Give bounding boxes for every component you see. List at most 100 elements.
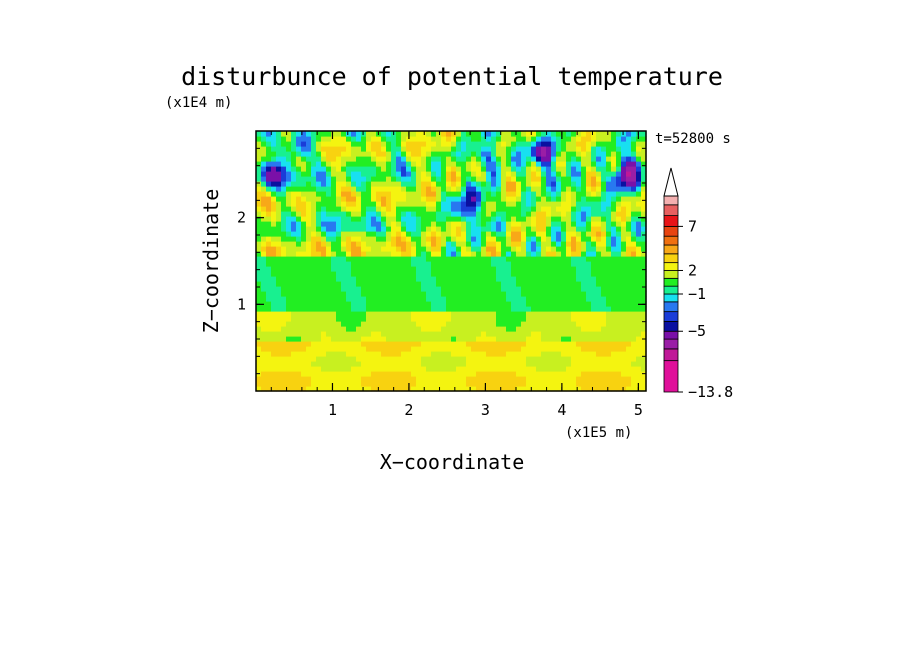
field-cell — [386, 256, 392, 262]
field-cell — [431, 256, 437, 262]
field-cell — [596, 251, 602, 257]
field-cell — [421, 241, 427, 247]
field-cell — [446, 336, 452, 342]
field-cell — [606, 341, 612, 347]
field-cell — [301, 206, 307, 212]
field-cell — [516, 346, 522, 352]
field-cell — [556, 306, 562, 312]
field-cell — [376, 346, 382, 352]
field-cell — [411, 376, 417, 382]
field-cell — [466, 276, 472, 282]
field-cell — [581, 336, 587, 342]
field-cell — [496, 356, 502, 362]
field-cell — [336, 256, 342, 262]
field-cell — [411, 136, 417, 142]
field-cell — [346, 271, 352, 277]
field-cell — [506, 376, 512, 382]
field-cell — [271, 366, 277, 372]
field-cell — [351, 286, 357, 292]
field-cell — [256, 201, 262, 207]
field-cell — [551, 216, 557, 222]
field-cell — [471, 361, 477, 367]
field-cell — [276, 366, 282, 372]
field-cell — [481, 151, 487, 157]
field-cell — [456, 316, 462, 322]
field-cell — [306, 161, 312, 167]
field-cell — [406, 266, 412, 272]
field-cell — [476, 141, 482, 147]
field-cell — [436, 136, 442, 142]
field-cell — [486, 161, 492, 167]
field-cell — [351, 326, 357, 332]
field-cell — [441, 256, 447, 262]
field-cell — [356, 131, 362, 137]
field-cell — [321, 356, 327, 362]
field-cell — [406, 296, 412, 302]
field-cell — [446, 301, 452, 307]
field-cell — [351, 316, 357, 322]
field-cell — [406, 201, 412, 207]
field-cell — [536, 136, 542, 142]
field-cell — [516, 321, 522, 327]
field-cell — [616, 166, 622, 172]
field-cell — [396, 316, 402, 322]
field-cell — [606, 361, 612, 367]
field-cell — [431, 366, 437, 372]
field-cell — [521, 191, 527, 197]
field-cell — [461, 326, 467, 332]
field-cell — [341, 296, 347, 302]
field-cell — [501, 311, 507, 317]
field-cell — [636, 346, 642, 352]
field-cell — [346, 141, 352, 147]
field-cell — [276, 201, 282, 207]
field-cell — [511, 376, 517, 382]
field-cell — [586, 276, 592, 282]
field-cell — [456, 296, 462, 302]
field-cell — [356, 366, 362, 372]
field-cell — [326, 226, 332, 232]
field-cell — [416, 261, 422, 267]
field-cell — [496, 256, 502, 262]
field-cell — [616, 131, 622, 137]
field-cell — [371, 171, 377, 177]
field-cell — [271, 281, 277, 287]
field-cell — [551, 186, 557, 192]
field-cell — [426, 181, 432, 187]
field-cell — [531, 136, 537, 142]
field-cell — [506, 151, 512, 157]
field-cell — [571, 206, 577, 212]
field-cell — [606, 156, 612, 162]
field-cell — [441, 206, 447, 212]
field-cell — [571, 156, 577, 162]
field-cell — [556, 286, 562, 292]
field-cell — [306, 351, 312, 357]
field-cell — [536, 171, 542, 177]
field-cell — [321, 191, 327, 197]
field-cell — [616, 141, 622, 147]
field-cell — [341, 331, 347, 337]
field-cell — [271, 276, 277, 282]
field-cell — [291, 371, 297, 377]
field-cell — [541, 191, 547, 197]
field-cell — [381, 321, 387, 327]
field-cell — [331, 141, 337, 147]
field-cell — [421, 251, 427, 257]
field-cell — [356, 251, 362, 257]
field-cell — [466, 336, 472, 342]
field-cell — [286, 346, 292, 352]
field-cell — [436, 176, 442, 182]
field-cell — [401, 191, 407, 197]
field-cell — [641, 266, 647, 272]
field-cell — [526, 331, 532, 337]
field-cell — [491, 206, 497, 212]
field-cell — [571, 316, 577, 322]
field-cell — [551, 156, 557, 162]
field-cell — [336, 231, 342, 237]
field-cell — [466, 311, 472, 317]
field-cell — [416, 226, 422, 232]
field-cell — [516, 341, 522, 347]
field-cell — [256, 321, 262, 327]
field-cell — [381, 361, 387, 367]
field-cell — [356, 326, 362, 332]
field-cell — [596, 176, 602, 182]
